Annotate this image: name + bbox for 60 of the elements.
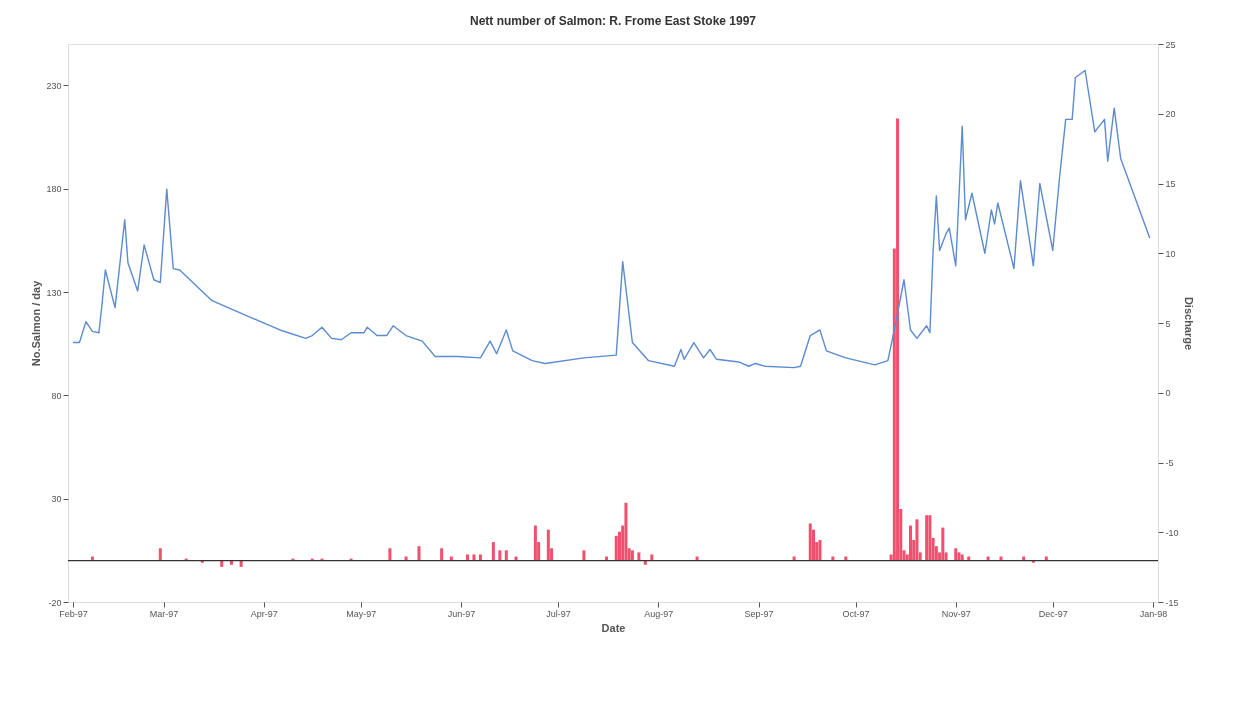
y2-tick-label: -5 xyxy=(1165,458,1174,468)
x-tick-label: Sep-97 xyxy=(744,608,774,619)
y2-tick-label: 25 xyxy=(1165,39,1176,50)
x-tick-label: Feb-97 xyxy=(59,608,88,619)
bar xyxy=(818,540,822,561)
bar xyxy=(630,550,634,561)
x-tick-label: Oct-97 xyxy=(842,608,870,619)
bar xyxy=(158,548,162,561)
chart-title: Nett number of Salmon: R. Frome East Stoke 1997 xyxy=(469,14,757,28)
bar xyxy=(533,525,537,561)
bar xyxy=(808,523,812,561)
bar xyxy=(928,515,932,561)
bar xyxy=(1031,560,1035,563)
x-tick-label: Jul-97 xyxy=(546,608,571,619)
bar xyxy=(582,550,586,561)
bar xyxy=(643,560,647,565)
bar xyxy=(491,542,495,561)
bar xyxy=(941,527,945,561)
bar xyxy=(220,560,224,567)
x-tick-label: May-97 xyxy=(346,608,377,619)
bar xyxy=(440,548,444,561)
bar xyxy=(624,502,628,561)
bar xyxy=(896,118,900,561)
x-tick-label: Apr-97 xyxy=(250,608,278,619)
bar xyxy=(925,515,929,561)
x-tick-label: Aug-97 xyxy=(644,608,674,619)
bar xyxy=(908,525,912,561)
y-tick-label: 230 xyxy=(46,80,62,91)
bar xyxy=(229,560,233,565)
y-tick-label: 130 xyxy=(46,287,62,298)
bar xyxy=(546,529,550,561)
bar xyxy=(915,519,919,561)
y-tick-label: -20 xyxy=(48,597,62,608)
bar xyxy=(614,535,618,561)
bar xyxy=(954,548,958,561)
x-tick-label: Dec-97 xyxy=(1038,608,1068,619)
y-tick-label: 180 xyxy=(46,184,62,195)
y2-tick-label: 15 xyxy=(1165,179,1176,189)
x-tick-label: Jan-98 xyxy=(1139,608,1168,619)
bar xyxy=(504,550,508,561)
x-tick-label: Jun-97 xyxy=(447,608,476,619)
y-axis-title: No.Salmon / day xyxy=(30,279,43,367)
x-tick-label: Mar-97 xyxy=(149,608,179,619)
y-tick-label: 30 xyxy=(51,494,62,505)
y2-tick-label: -10 xyxy=(1165,527,1179,538)
bar xyxy=(239,560,243,567)
y-tick-label: 80 xyxy=(51,390,62,401)
bar xyxy=(417,546,421,561)
y2-tick-label: -15 xyxy=(1165,597,1179,608)
bar xyxy=(200,560,204,563)
y2-tick-label: 5 xyxy=(1165,318,1171,329)
y2-tick-label: 0 xyxy=(1165,388,1171,399)
bar xyxy=(388,548,392,561)
y2-axis-title: Discharge xyxy=(1182,296,1195,351)
y2-tick-label: 10 xyxy=(1165,248,1176,259)
y2-tick-label: 20 xyxy=(1165,109,1176,120)
x-axis-title: Date xyxy=(601,621,626,634)
line-series xyxy=(72,69,1151,369)
bar xyxy=(498,550,502,561)
x-tick-label: Nov-97 xyxy=(941,608,971,619)
